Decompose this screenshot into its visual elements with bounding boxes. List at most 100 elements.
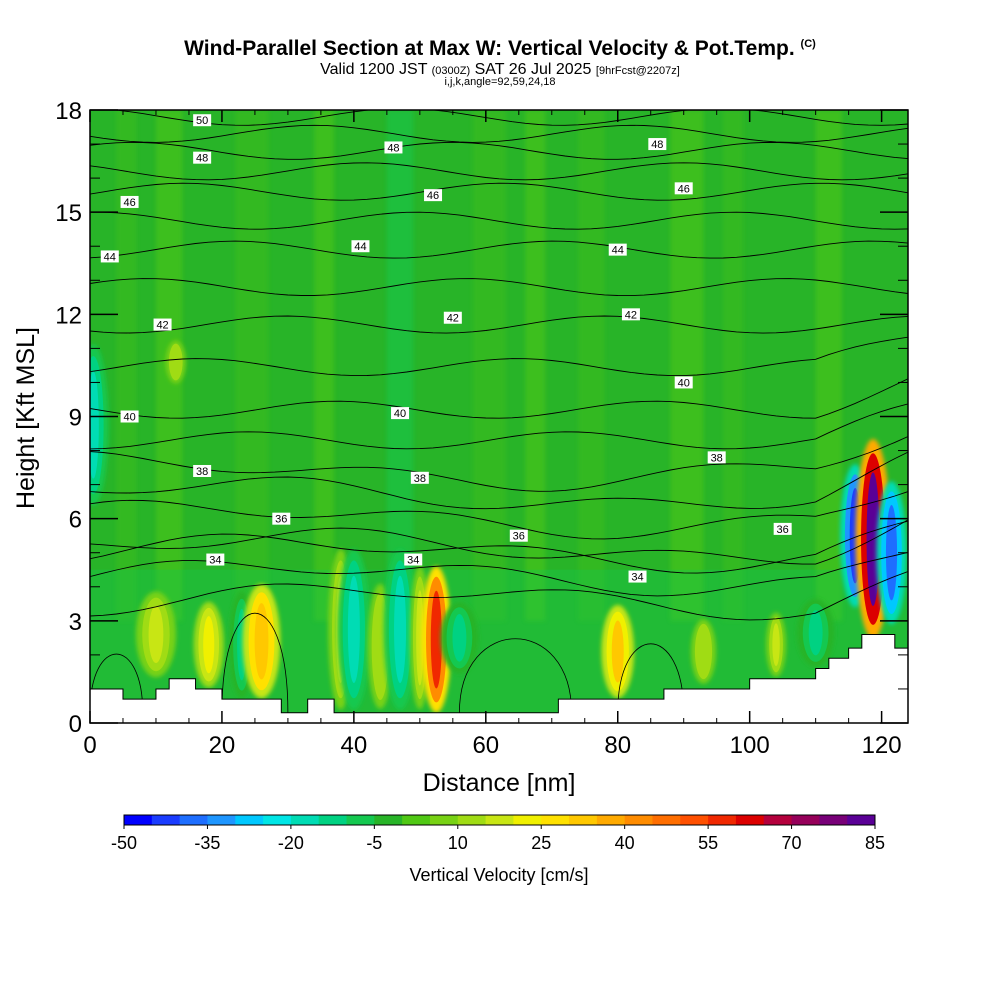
theta-label-text: 38 — [711, 452, 723, 464]
theta-isoline — [90, 378, 908, 419]
colorbar-swatch — [346, 815, 375, 825]
velocity-cell-core — [698, 630, 709, 673]
background-band — [525, 110, 546, 621]
colorbar-swatch — [318, 815, 348, 825]
colorbar-swatch — [513, 815, 542, 825]
theta-contour-label: 48 — [384, 141, 403, 154]
colorbar-tick-label: 10 — [448, 833, 468, 853]
colorbar-swatch — [429, 815, 459, 825]
theta-contour-label: 46 — [424, 189, 443, 202]
theta-isoline — [90, 436, 908, 492]
theta-label-text: 34 — [209, 555, 221, 567]
theta-label-text: 46 — [678, 183, 690, 195]
y-tick-label: 9 — [69, 405, 82, 432]
colorbar-tick-label: 25 — [531, 833, 551, 853]
theta-isoline — [90, 182, 908, 201]
theta-contour-label: 44 — [608, 243, 627, 257]
theta-contour-label: 36 — [773, 522, 792, 536]
theta-contour-label: 38 — [193, 464, 212, 478]
theta-label-text: 48 — [651, 139, 663, 151]
theta-contour-label: 34 — [206, 553, 225, 567]
colorbar-swatch — [735, 815, 765, 825]
theta-isoline — [90, 336, 908, 377]
velocity-cell-core — [772, 623, 780, 667]
background-band — [723, 110, 744, 621]
colorbar-swatch — [402, 815, 431, 825]
y-tick-label: 15 — [55, 200, 82, 227]
colorbar-swatch — [485, 815, 514, 825]
theta-label-text: 42 — [447, 313, 459, 325]
background-band — [386, 110, 414, 621]
y-tick-label: 18 — [55, 98, 82, 125]
theta-label-text: 42 — [156, 320, 168, 332]
y-tick-label: 12 — [55, 302, 82, 329]
velocity-cell-core — [148, 605, 164, 664]
colorbar-swatch — [763, 815, 793, 825]
theta-contour-label: 40 — [391, 407, 410, 420]
theta-label-text: 44 — [354, 241, 366, 253]
velocity-contour — [221, 613, 289, 713]
velocity-contour — [459, 638, 572, 713]
theta-label-text: 38 — [414, 473, 426, 485]
colorbar-swatch — [457, 815, 487, 825]
theta-isoline — [90, 124, 908, 143]
colorbar-label: Vertical Velocity [cm/s] — [409, 865, 588, 885]
velocity-cell-core — [808, 610, 823, 656]
colorbar-tick-label: 40 — [615, 833, 635, 853]
colorbar-swatch — [652, 815, 681, 825]
theta-isoline — [90, 551, 908, 597]
theta-contour-label: 42 — [443, 311, 462, 325]
theta-isoline — [90, 278, 908, 297]
theta-contour-label: 40 — [120, 410, 139, 424]
theta-contour-label: 38 — [410, 471, 429, 485]
velocity-cell-core — [416, 590, 424, 686]
theta-isoline — [90, 162, 908, 181]
colorbar-tick-label: 55 — [698, 833, 718, 853]
theta-label-text: 34 — [631, 572, 643, 584]
theta-label-text: 42 — [625, 309, 637, 321]
theta-contour-label: 50 — [193, 114, 212, 127]
theta-label-text: 46 — [427, 190, 439, 202]
theta-label-text: 44 — [612, 245, 624, 257]
theta-contour-label: 36 — [509, 529, 528, 543]
x-tick-label: 80 — [604, 732, 631, 759]
theta-isoline — [109, 110, 908, 126]
y-tick-label: 0 — [69, 711, 82, 738]
velocity-cell-core — [254, 603, 269, 680]
velocity-cell-core — [375, 604, 385, 689]
chart-title: Wind-Parallel Section at Max W: Vertical… — [184, 37, 816, 60]
x-tick-label: 0 — [83, 732, 96, 759]
theta-isoline — [90, 451, 908, 510]
theta-label-text: 40 — [123, 412, 135, 424]
colorbar-swatch — [624, 815, 653, 825]
colorbar-swatch — [374, 815, 403, 825]
colorbar-swatch — [708, 815, 737, 825]
velocity-cell-core — [172, 347, 180, 377]
theta-label-text: 36 — [275, 514, 287, 526]
velocity-cell-core — [611, 620, 624, 683]
velocity-cell-core — [430, 590, 442, 689]
theta-contour-label: 46 — [120, 195, 139, 209]
chart-params: i,j,k,angle=92,59,24,18 — [444, 76, 556, 88]
colorbar-swatch — [179, 815, 208, 825]
background-band — [314, 110, 335, 621]
background-band — [472, 110, 506, 621]
terrain-mask — [90, 633, 908, 723]
colorbar-swatch — [235, 815, 264, 825]
plot-field — [90, 110, 908, 723]
theta-contour-label: 44 — [351, 240, 370, 253]
theta-label-text: 38 — [196, 466, 208, 478]
x-tick-label: 40 — [341, 732, 368, 759]
y-tick-label: 6 — [69, 507, 82, 534]
colorbar-swatch — [207, 815, 236, 825]
x-axis-label: Distance [nm] — [423, 769, 576, 797]
background-band — [670, 110, 704, 621]
theta-label-text: 40 — [678, 377, 690, 389]
velocity-cell-core — [347, 575, 360, 683]
theta-label-text: 36 — [513, 531, 525, 543]
colorbar-tick-label: -50 — [111, 833, 137, 853]
theta-contour-label: 42 — [621, 308, 640, 321]
theta-label-text: 34 — [407, 555, 419, 567]
colorbar-swatch — [290, 815, 320, 825]
